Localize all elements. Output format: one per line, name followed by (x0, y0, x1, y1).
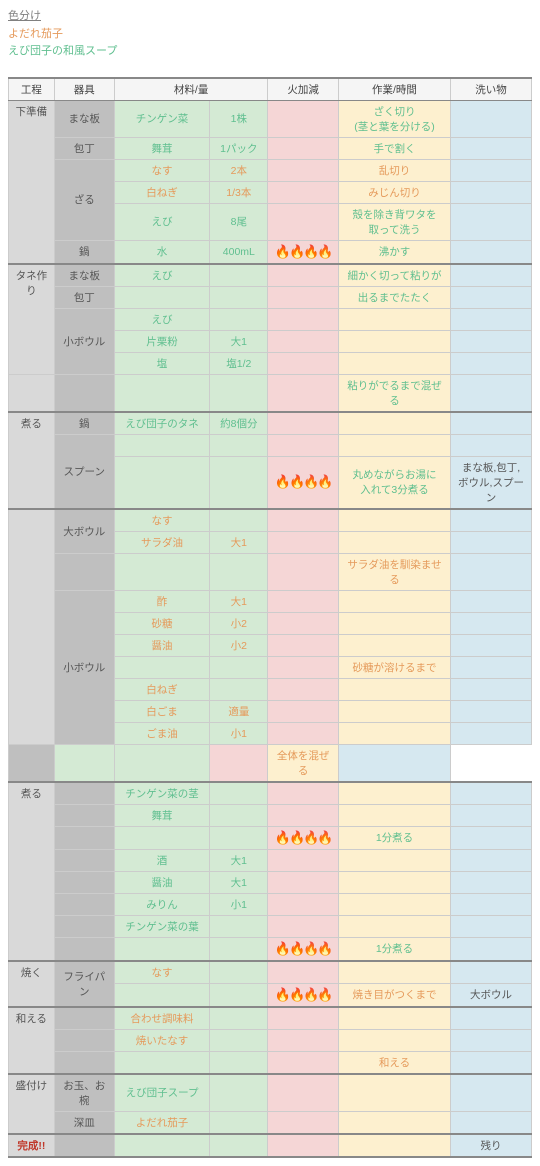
table-row: 下準備まな板チンゲン菜1株ざく切り(茎と葉を分ける) (9, 100, 532, 137)
table-row: 舞茸 (9, 804, 532, 826)
table-row: 鍋水400mL🔥🔥🔥🔥沸かす (9, 240, 532, 264)
h-wash: 洗い物 (451, 78, 532, 101)
table-row: 醤油大1 (9, 871, 532, 893)
legend-title: 色分け (8, 8, 532, 26)
table-row: 🔥🔥🔥🔥1分煮る (9, 826, 532, 849)
table-row: 酒大1 (9, 849, 532, 871)
table-row: 和える合わせ調味料 (9, 1007, 532, 1030)
table-row: 盛付けお玉、お椀えび団子スープ (9, 1074, 532, 1112)
h-work: 作業/時間 (338, 78, 450, 101)
legend-dish2: えび団子の和風スープ (8, 43, 532, 61)
table-row: ざるなす2本乱切り (9, 159, 532, 181)
table-row: 煮るチンゲン菜の茎 (9, 782, 532, 805)
table-row: 🔥🔥🔥🔥1分煮る (9, 937, 532, 961)
table-row: タネ作りまな板えび細かく切って粘りが (9, 264, 532, 287)
table-row: 煮る鍋えび団子のタネ約8個分 (9, 412, 532, 435)
table-row: 和える (9, 1051, 532, 1074)
table-row: チンゲン菜の葉 (9, 915, 532, 937)
table-row: サラダ油を馴染ませる (9, 553, 532, 590)
table-row: 包丁舞茸1パック手で割く (9, 137, 532, 159)
legend-dish1: よだれ茄子 (8, 26, 532, 44)
table-row: 完成!!残り (9, 1134, 532, 1157)
h-tool: 器具 (54, 78, 114, 101)
table-row: 全体を混ぜる (9, 744, 532, 782)
table-row: 小ボウルえび (9, 308, 532, 330)
h-ing: 材料/量 (114, 78, 268, 101)
table-row: みりん小1 (9, 893, 532, 915)
cooking-table: 工程 器具 材料/量 火加減 作業/時間 洗い物 下準備まな板チンゲン菜1株ざく… (8, 77, 532, 1158)
table-row: 大ボウルなす (9, 509, 532, 532)
table-row: 焼くフライパンなす (9, 961, 532, 984)
h-heat: 火加減 (268, 78, 339, 101)
table-row: 深皿よだれ茄子 (9, 1111, 532, 1134)
table-row: 粘りがでるまで混ぜる (9, 374, 532, 412)
h-stage: 工程 (9, 78, 55, 101)
table-row: スプーン (9, 434, 532, 456)
table-row: 小ボウル酢大1 (9, 590, 532, 612)
header-row: 工程 器具 材料/量 火加減 作業/時間 洗い物 (9, 78, 532, 101)
legend: 色分け よだれ茄子 えび団子の和風スープ (8, 8, 532, 61)
table-row: 包丁出るまでたたく (9, 286, 532, 308)
table-row: 焼いたなす (9, 1029, 532, 1051)
